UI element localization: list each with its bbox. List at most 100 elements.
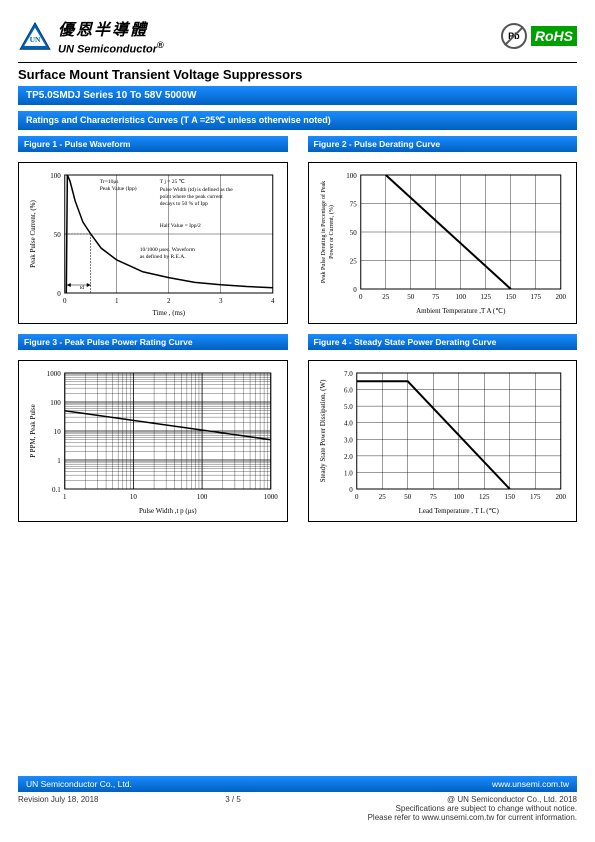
svg-text:2.0: 2.0 <box>344 453 353 461</box>
footer-right: @ UN Semiconductor Co., Ltd. 2018 Specif… <box>368 795 577 822</box>
footer-company: UN Semiconductor Co., Ltd. <box>26 779 132 789</box>
footer-revision: Revision July 18, 2018 <box>18 795 99 822</box>
svg-text:4.0: 4.0 <box>344 419 353 427</box>
svg-text:75: 75 <box>429 493 437 501</box>
rohs-badge: RoHS <box>531 26 577 46</box>
svg-text:25: 25 <box>378 493 386 501</box>
svg-text:200: 200 <box>555 293 566 301</box>
fig3-chart: 11010010000.11101001000Pulse Width ,t p … <box>18 360 288 522</box>
svg-text:Pulse Width ,t p (μs): Pulse Width ,t p (μs) <box>139 507 197 515</box>
badges: Pb RoHS <box>501 23 577 49</box>
svg-text:1000: 1000 <box>264 493 279 501</box>
svg-text:3: 3 <box>219 297 223 305</box>
svg-text:0: 0 <box>63 297 67 305</box>
main-title: Surface Mount Transient Voltage Suppress… <box>18 62 577 82</box>
svg-text:175: 175 <box>530 293 541 301</box>
fig2-chart: 0 25 50 75 100 125 150 175 200 0 25 50 75 100 Ambient … <box>308 162 578 324</box>
svg-text:Power or Current, (%): Power or Current, (%) <box>327 205 334 259</box>
svg-text:T j = 25 ℃: T j = 25 ℃ <box>160 179 186 185</box>
ratings-bar: Ratings and Characteristics Curves (T A … <box>18 111 577 130</box>
svg-text:100: 100 <box>455 293 466 301</box>
svg-text:50: 50 <box>404 493 412 501</box>
svg-text:2: 2 <box>167 297 171 305</box>
fig4-chart: 025507510012515017520001.02.03.04.05.06.… <box>308 360 578 522</box>
footer-note1: Specifications are subject to change wit… <box>368 804 577 813</box>
svg-text:P PPM, Peak Pulse: P PPM, Peak Pulse <box>29 404 37 457</box>
svg-text:10: 10 <box>130 493 138 501</box>
svg-text:50: 50 <box>54 231 62 239</box>
footer-meta: Revision July 18, 2018 3 / 5 @ UN Semico… <box>18 795 577 822</box>
svg-text:100: 100 <box>453 493 464 501</box>
figure-4: Figure 4 - Steady State Power Derating C… <box>308 334 578 522</box>
footer-copyright: @ UN Semiconductor Co., Ltd. 2018 <box>368 795 577 804</box>
svg-text:Ambient Temperature ,T A (℃): Ambient Temperature ,T A (℃) <box>416 307 506 315</box>
svg-text:10/1000 μsec. Waveform: 10/1000 μsec. Waveform <box>140 246 196 253</box>
logo-cn: 優恩半導體 <box>58 16 164 40</box>
figure-1: Figure 1 - Pulse Waveform 0 1 2 3 4 0 50 100 Tr=… <box>18 136 288 324</box>
svg-text:100: 100 <box>346 172 357 180</box>
logo-block: UN 優恩半導體 UN Semiconductor® <box>18 16 164 56</box>
logo-en: UN Semiconductor® <box>58 40 164 56</box>
series-bar: TP5.0SMDJ Series 10 To 58V 5000W <box>18 86 577 105</box>
svg-text:Half Value = Ipp/2: Half Value = Ipp/2 <box>160 222 201 229</box>
svg-text:125: 125 <box>479 493 490 501</box>
svg-text:50: 50 <box>407 293 415 301</box>
svg-text:0: 0 <box>349 486 353 494</box>
svg-text:0: 0 <box>57 290 61 298</box>
footer: UN Semiconductor Co., Ltd. www.unsemi.co… <box>18 776 577 822</box>
svg-text:150: 150 <box>505 293 516 301</box>
svg-text:100: 100 <box>50 399 61 407</box>
svg-text:10: 10 <box>54 428 62 436</box>
svg-text:Time , (ms): Time , (ms) <box>152 309 185 317</box>
svg-text:Peak Value (Ipp): Peak Value (Ipp) <box>100 185 137 192</box>
svg-text:UN: UN <box>30 35 41 44</box>
svg-text:0: 0 <box>359 293 363 301</box>
svg-text:100: 100 <box>197 493 208 501</box>
footer-note2: Please refer to www.unsemi.com.tw for cu… <box>368 813 577 822</box>
svg-text:3.0: 3.0 <box>344 436 353 444</box>
svg-text:1000: 1000 <box>47 370 62 378</box>
fig3-title: Figure 3 - Peak Pulse Power Rating Curve <box>18 334 288 350</box>
fig1-chart: 0 1 2 3 4 0 50 100 Tr=10μsPeak Value (Ipp) T j = … <box>18 162 288 324</box>
logo-text: 優恩半導體 UN Semiconductor® <box>58 16 164 56</box>
svg-text:0.1: 0.1 <box>52 486 61 494</box>
svg-text:75: 75 <box>349 200 357 208</box>
header: UN 優恩半導體 UN Semiconductor® Pb RoHS <box>18 16 577 56</box>
fig1-title: Figure 1 - Pulse Waveform <box>18 136 288 152</box>
svg-text:Peak Pulse Current, (%): Peak Pulse Current, (%) <box>29 199 37 267</box>
svg-text:75: 75 <box>432 293 440 301</box>
svg-text:as defined by R.E.A.: as defined by R.E.A. <box>140 253 186 260</box>
svg-text:0: 0 <box>355 493 359 501</box>
svg-text:100: 100 <box>50 172 61 180</box>
figures-grid: Figure 1 - Pulse Waveform 01234050100Tr=… <box>18 136 577 522</box>
svg-text:175: 175 <box>530 493 541 501</box>
footer-bar: UN Semiconductor Co., Ltd. www.unsemi.co… <box>18 776 577 792</box>
svg-text:1: 1 <box>115 297 119 305</box>
figure-3: Figure 3 - Peak Pulse Power Rating Curve… <box>18 334 288 522</box>
svg-text:1.0: 1.0 <box>344 469 353 477</box>
svg-text:Steady State Power Dissipation: Steady State Power Dissipation, (W) <box>318 379 326 483</box>
svg-text:150: 150 <box>504 493 515 501</box>
svg-text:25: 25 <box>382 293 390 301</box>
logo-icon: UN <box>18 21 52 51</box>
svg-text:Tr=10μs: Tr=10μs <box>100 179 119 185</box>
svg-text:point where the peak current: point where the peak current <box>160 194 223 200</box>
svg-text:Peak Pulse Derating in Percent: Peak Pulse Derating in Percentage of Pea… <box>319 181 326 283</box>
svg-text:4: 4 <box>271 297 275 305</box>
svg-text:Pulse Width (td) is defined as: Pulse Width (td) is defined as the <box>160 186 234 193</box>
svg-text:Lead Temperature , T L (℃): Lead Temperature , T L (℃) <box>418 507 499 515</box>
footer-url: www.unsemi.com.tw <box>492 779 569 789</box>
svg-text:25: 25 <box>349 257 357 265</box>
svg-text:7.0: 7.0 <box>344 370 353 378</box>
svg-text:0: 0 <box>353 286 357 294</box>
svg-text:200: 200 <box>555 493 566 501</box>
fig4-title: Figure 4 - Steady State Power Derating C… <box>308 334 578 350</box>
svg-text:125: 125 <box>480 293 491 301</box>
svg-text:5.0: 5.0 <box>344 403 353 411</box>
pb-free-icon: Pb <box>501 23 527 49</box>
svg-text:50: 50 <box>349 229 357 237</box>
svg-text:td: td <box>80 285 85 291</box>
fig2-title: Figure 2 - Pulse Derating Curve <box>308 136 578 152</box>
figure-2: Figure 2 - Pulse Derating Curve 0 25 50 75 1… <box>308 136 578 324</box>
footer-page: 3 / 5 <box>225 795 241 822</box>
